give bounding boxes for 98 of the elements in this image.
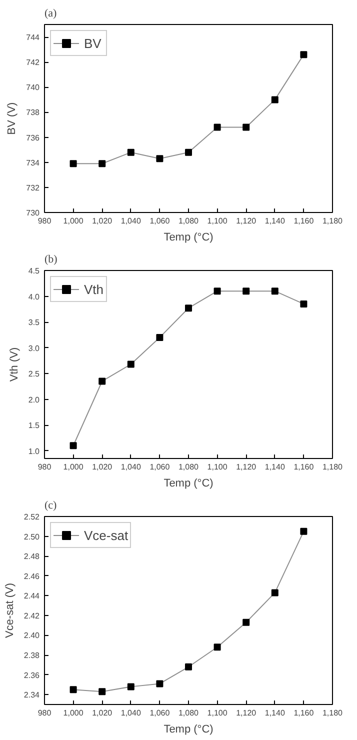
y-tick-label: 734 <box>26 158 40 168</box>
x-tick-label: 1,000 <box>63 708 84 718</box>
x-tick-label: 1,180 <box>322 462 344 472</box>
point <box>156 155 164 162</box>
x-tick-label: 1,120 <box>236 708 257 718</box>
point <box>98 378 106 385</box>
y-tick-label: 2.46 <box>24 572 40 581</box>
y-tick-label: 3.5 <box>28 318 40 328</box>
y-tick-label: 4.0 <box>28 292 40 302</box>
legend-label: Vth <box>84 282 104 296</box>
y-tick-label: 2.5 <box>28 370 40 379</box>
y-axis-title: Vth (V) <box>8 347 20 382</box>
point <box>98 160 106 168</box>
chart-title: (a) <box>44 8 58 20</box>
x-tick-label: 1,140 <box>264 462 286 472</box>
x-tick-label: 1,160 <box>294 708 314 718</box>
x-tick-label: 1,040 <box>120 462 142 472</box>
x-tick-label: 1,100 <box>207 462 228 472</box>
point <box>185 148 192 156</box>
x-tick-label: 980 <box>38 216 52 226</box>
y-tick-label: 2.50 <box>24 532 40 542</box>
y-axis-title: BV (V) <box>6 102 18 135</box>
point <box>98 688 106 696</box>
x-tick-label: 1,080 <box>178 216 200 226</box>
x-tick-label: 1,140 <box>264 216 286 226</box>
point <box>156 334 164 341</box>
point <box>127 683 134 690</box>
y-tick-label: 736 <box>26 133 40 142</box>
point <box>185 663 192 670</box>
point <box>271 589 278 596</box>
x-tick-label: 1,180 <box>322 216 344 226</box>
point <box>185 304 192 312</box>
point <box>300 528 308 535</box>
x-tick-label: 1,120 <box>236 216 257 226</box>
x-tick-label: 1,180 <box>322 708 344 718</box>
point <box>242 288 250 295</box>
y-tick-label: 4.5 <box>28 266 40 276</box>
y-tick-label: 730 <box>26 208 40 218</box>
point <box>214 644 221 651</box>
x-tick-label: 1,160 <box>294 462 314 472</box>
chart-title: (b) <box>44 254 58 266</box>
y-tick-label: 2.40 <box>24 631 40 640</box>
legend-label: Vce-sat <box>84 528 128 542</box>
y-tick-label: 3.0 <box>28 344 40 353</box>
y-tick-label: 2.48 <box>24 552 40 562</box>
y-axis-title: Vce-sat (V) <box>4 582 16 638</box>
point <box>156 680 164 688</box>
y-tick-label: 1.5 <box>28 421 40 430</box>
point <box>242 618 250 626</box>
y-tick-label: 2.0 <box>28 395 40 404</box>
x-tick-label: 980 <box>38 708 52 718</box>
x-tick-label: 1,040 <box>120 708 142 718</box>
x-tick-label: 1,040 <box>120 216 142 226</box>
point <box>242 124 250 131</box>
point <box>70 686 77 694</box>
y-tick-label: 738 <box>26 108 40 118</box>
y-tick-label: 2.42 <box>24 611 40 620</box>
x-axis-title: Temp (°C) <box>164 232 214 244</box>
point <box>271 288 278 295</box>
y-tick-label: 2.38 <box>24 651 40 660</box>
point <box>271 96 278 104</box>
x-tick-label: 1,000 <box>63 216 84 226</box>
y-tick-label: 740 <box>26 83 40 92</box>
point <box>300 300 308 308</box>
x-axis-title: Temp (°C) <box>164 478 214 490</box>
point <box>70 160 77 168</box>
x-tick-label: 1,120 <box>236 462 257 472</box>
x-tick-label: 1,140 <box>264 708 286 718</box>
x-tick-label: 1,060 <box>150 216 170 226</box>
y-tick-label: 2.36 <box>24 670 40 680</box>
x-tick-label: 1,020 <box>92 216 113 226</box>
x-tick-label: 1,100 <box>207 216 228 226</box>
x-tick-label: 1,060 <box>150 462 170 472</box>
x-axis-title: Temp (°C) <box>164 724 214 736</box>
x-tick-label: 1,080 <box>178 462 200 472</box>
point <box>214 288 221 295</box>
legend-label: BV <box>84 36 102 50</box>
x-tick-label: 1,100 <box>207 708 228 718</box>
x-tick-label: 1,020 <box>92 708 113 718</box>
y-tick-label: 2.52 <box>24 512 40 522</box>
y-tick-label: 1.0 <box>28 446 40 456</box>
x-tick-label: 1,000 <box>63 462 84 472</box>
point <box>214 124 221 131</box>
y-tick-label: 732 <box>26 183 40 192</box>
x-tick-label: 1,080 <box>178 708 200 718</box>
chart-title: (c) <box>44 500 58 512</box>
y-tick-label: 744 <box>26 33 40 42</box>
point <box>70 442 77 450</box>
x-tick-label: 1,160 <box>294 216 314 226</box>
point <box>127 360 134 368</box>
y-tick-label: 2.44 <box>24 592 40 601</box>
x-tick-label: 980 <box>38 462 52 472</box>
y-tick-label: 2.34 <box>24 690 40 700</box>
point <box>127 148 134 156</box>
point <box>300 51 308 58</box>
x-tick-label: 1,060 <box>150 708 170 718</box>
y-tick-label: 742 <box>26 58 40 68</box>
x-tick-label: 1,020 <box>92 462 113 472</box>
